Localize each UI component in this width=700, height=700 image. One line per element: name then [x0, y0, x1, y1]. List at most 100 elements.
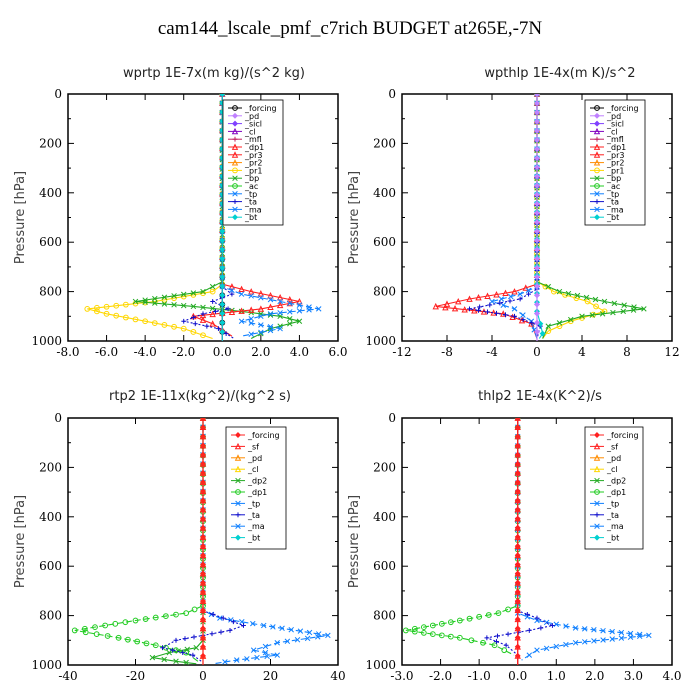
data-point [209, 631, 215, 637]
data-point [149, 654, 156, 661]
data-point [522, 284, 529, 291]
data-point [589, 312, 596, 318]
data-point [199, 478, 207, 485]
data-point [227, 628, 233, 633]
data-point [190, 315, 196, 320]
data-point [296, 302, 303, 308]
data-point [609, 628, 615, 635]
data-point [534, 191, 540, 198]
data-point [190, 290, 197, 296]
data-point [296, 318, 303, 324]
x-tick-label: -20 [126, 669, 145, 683]
data-point [442, 303, 449, 311]
data-point [534, 647, 540, 653]
data-point [517, 291, 523, 297]
legend-marker [594, 523, 600, 529]
legend-label: _tp [606, 190, 619, 199]
data-point [514, 579, 521, 586]
data-point [514, 418, 521, 421]
data-point [161, 294, 168, 300]
data-point [466, 295, 473, 302]
data-point [248, 320, 254, 326]
data-point [514, 524, 521, 531]
data-point [534, 292, 540, 299]
data-point [304, 635, 311, 642]
legend-label: _forcing [606, 431, 639, 440]
data-point [511, 288, 518, 295]
data-point [621, 302, 627, 308]
data-point [503, 642, 509, 648]
data-point [277, 298, 283, 305]
data-point [199, 432, 207, 440]
data-point [122, 619, 129, 626]
data-point [142, 318, 149, 325]
data-point [534, 310, 540, 317]
data-point [505, 631, 511, 637]
data-point [520, 312, 526, 318]
data-point [550, 623, 555, 628]
data-point [71, 627, 78, 634]
data-point [514, 652, 521, 659]
data-point [219, 283, 226, 290]
legend-label: _ta [606, 511, 619, 520]
series-group [432, 94, 647, 341]
data-point [258, 313, 264, 320]
legend-label: _dp2 [247, 477, 267, 486]
y-tick-label: 400 [373, 510, 396, 524]
data-point [534, 264, 540, 271]
data-point [514, 496, 521, 504]
data-point [646, 632, 652, 639]
data-point [209, 283, 216, 290]
legend-marker [594, 432, 600, 438]
data-point [274, 652, 281, 658]
data-point [526, 628, 532, 633]
legend-label: _ma [606, 205, 624, 214]
data-point [534, 118, 540, 125]
data-point [199, 451, 207, 458]
data-point [534, 200, 540, 207]
y-tick-label: 800 [39, 285, 62, 299]
data-point [296, 308, 303, 314]
y-tick-label: 1000 [31, 658, 62, 672]
legend-label: _forcing [606, 104, 639, 113]
data-point [306, 307, 312, 313]
data-point [514, 542, 521, 549]
data-point [244, 656, 250, 662]
data-point [539, 330, 546, 337]
data-point [190, 652, 196, 658]
data-point [514, 643, 521, 650]
data-point [284, 638, 291, 645]
data-point [250, 647, 257, 653]
legend-label: _ac [606, 182, 620, 191]
data-point [220, 615, 226, 621]
y-tick-label: 1000 [365, 658, 396, 672]
series-line-dp1 [193, 94, 300, 337]
data-point [563, 641, 569, 648]
data-point [113, 302, 120, 309]
chart-panel-3: rtp2 1E-11x(kg^2)/(kg^2 s) Pressure [hPa]… [13, 389, 346, 683]
legend-marker [594, 214, 600, 221]
data-point [258, 295, 264, 301]
legend-label: _pd [247, 454, 262, 463]
series-line-ta [469, 94, 542, 339]
legend-label: _dp1 [247, 488, 267, 497]
data-point [219, 273, 226, 280]
data-point [514, 606, 521, 614]
data-point [579, 315, 585, 321]
legend-label: _pr1 [244, 166, 262, 175]
y-tick-label: 0 [54, 87, 62, 101]
data-point [219, 246, 226, 253]
data-point [565, 290, 572, 297]
legend-marker [232, 120, 238, 127]
data-point [563, 623, 569, 629]
data-point [591, 638, 597, 644]
data-point [420, 629, 427, 636]
y-tick-label: 400 [39, 186, 62, 200]
data-point [219, 94, 226, 97]
data-point [248, 316, 254, 322]
data-point [511, 306, 518, 312]
data-point [279, 625, 285, 632]
data-point [636, 633, 643, 640]
chart-panel-2: wpthlp 1E-4x(m K)/s^2 Pressure [hPa] 0 200 4… [347, 66, 680, 359]
data-point [485, 309, 490, 315]
